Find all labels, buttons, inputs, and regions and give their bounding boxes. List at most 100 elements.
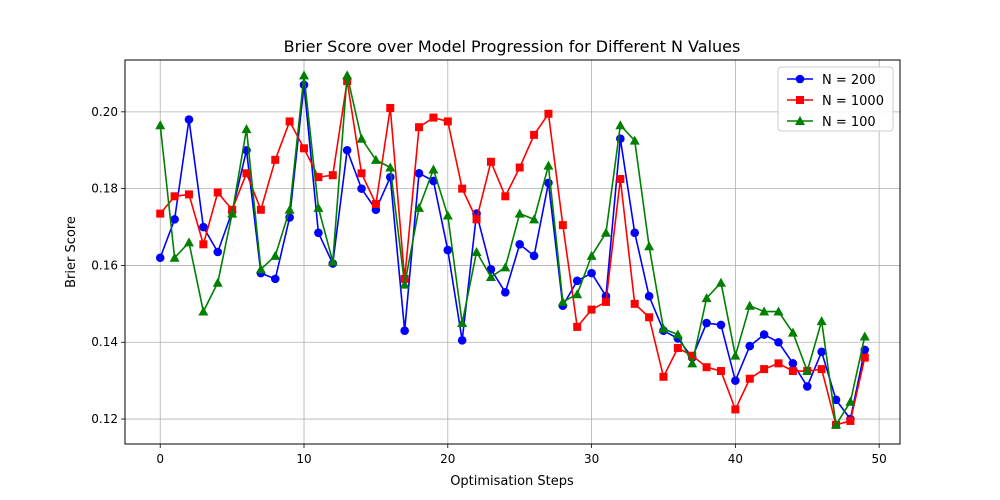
data-point	[285, 117, 294, 126]
data-point	[429, 113, 438, 122]
data-point	[486, 157, 495, 166]
data-point	[428, 164, 439, 174]
data-point	[170, 215, 179, 224]
data-point	[573, 322, 582, 331]
data-point	[415, 123, 424, 132]
data-point	[342, 145, 352, 155]
series-line	[159, 80, 866, 426]
data-point	[731, 376, 740, 385]
data-point	[184, 190, 193, 199]
data-point	[198, 306, 209, 316]
x-tick-label: 30	[584, 452, 599, 466]
data-point	[788, 359, 798, 368]
data-point	[457, 336, 467, 345]
data-point	[644, 241, 655, 251]
data-point	[629, 135, 640, 145]
x-tick-label: 20	[440, 452, 455, 466]
data-point	[183, 237, 194, 247]
chart-title: Brier Score over Model Progression for D…	[284, 37, 741, 56]
data-point	[213, 247, 223, 257]
data-point	[859, 331, 870, 341]
data-point	[744, 300, 755, 310]
data-point	[817, 347, 826, 357]
x-axis-label: Optimisation Steps	[450, 474, 574, 489]
data-point	[845, 396, 856, 406]
data-point	[616, 134, 625, 144]
data-point	[788, 367, 797, 376]
data-point	[501, 192, 510, 201]
legend-marker	[795, 116, 805, 125]
data-point	[529, 214, 540, 224]
data-point	[485, 271, 496, 281]
data-point	[817, 365, 826, 374]
data-point	[645, 313, 654, 322]
y-tick-label: 0.20	[91, 105, 118, 119]
data-point	[400, 326, 409, 336]
data-point	[199, 222, 208, 232]
legend-label: N = 200	[822, 73, 876, 88]
data-point	[270, 250, 281, 260]
data-point	[184, 115, 194, 124]
data-point	[745, 374, 754, 383]
legend-marker	[795, 74, 805, 84]
data-point	[673, 344, 682, 352]
legend-item: N = 1000	[787, 94, 884, 109]
data-point	[615, 120, 626, 130]
data-point	[816, 316, 827, 326]
data-point	[500, 262, 511, 272]
data-point	[759, 306, 770, 316]
data-point	[370, 154, 381, 164]
data-point	[529, 251, 539, 261]
data-point	[802, 382, 812, 391]
x-tick-label: 10	[296, 452, 311, 466]
data-point	[572, 289, 583, 299]
series-line	[159, 75, 866, 428]
data-point	[414, 168, 424, 178]
data-point	[342, 70, 353, 80]
data-point	[314, 173, 323, 182]
data-point	[414, 202, 425, 212]
data-point	[659, 372, 668, 381]
data-point	[385, 172, 395, 182]
data-point	[572, 276, 582, 286]
data-point	[773, 306, 784, 316]
legend-label: N = 100	[822, 115, 876, 130]
data-point	[587, 305, 596, 314]
data-point	[242, 169, 251, 178]
data-point	[357, 184, 366, 193]
y-axis-label: Brier Score	[64, 216, 79, 288]
data-point	[357, 169, 366, 178]
data-point	[443, 245, 453, 255]
data-point	[586, 250, 597, 260]
data-point	[515, 163, 524, 172]
legend-item: N = 200	[787, 73, 876, 88]
plot-frame	[124, 59, 901, 445]
data-point	[472, 215, 481, 224]
data-point	[155, 120, 166, 130]
data-point	[227, 208, 238, 218]
data-point	[328, 171, 337, 180]
data-point	[774, 337, 783, 347]
data-point	[256, 205, 265, 214]
data-point	[715, 277, 726, 287]
series-3	[155, 70, 870, 429]
data-point	[386, 104, 395, 112]
data-point	[212, 277, 223, 287]
data-point	[787, 327, 798, 337]
x-tick-label: 0	[156, 452, 164, 466]
data-point	[314, 228, 323, 238]
data-point	[514, 208, 525, 218]
data-point	[284, 204, 295, 214]
data-point	[587, 268, 596, 278]
axis-ticks: 0 10 20 30 40 50 0.12 0.14 0.16 0.18 0.20	[91, 105, 887, 466]
data-point	[385, 162, 396, 172]
data-point	[371, 200, 380, 208]
data-point	[759, 330, 769, 339]
data-point	[399, 279, 410, 289]
data-point	[745, 341, 755, 351]
series-1	[155, 80, 870, 424]
x-tick-label: 50	[872, 452, 887, 466]
data-point	[557, 296, 568, 306]
data-point	[501, 288, 510, 297]
